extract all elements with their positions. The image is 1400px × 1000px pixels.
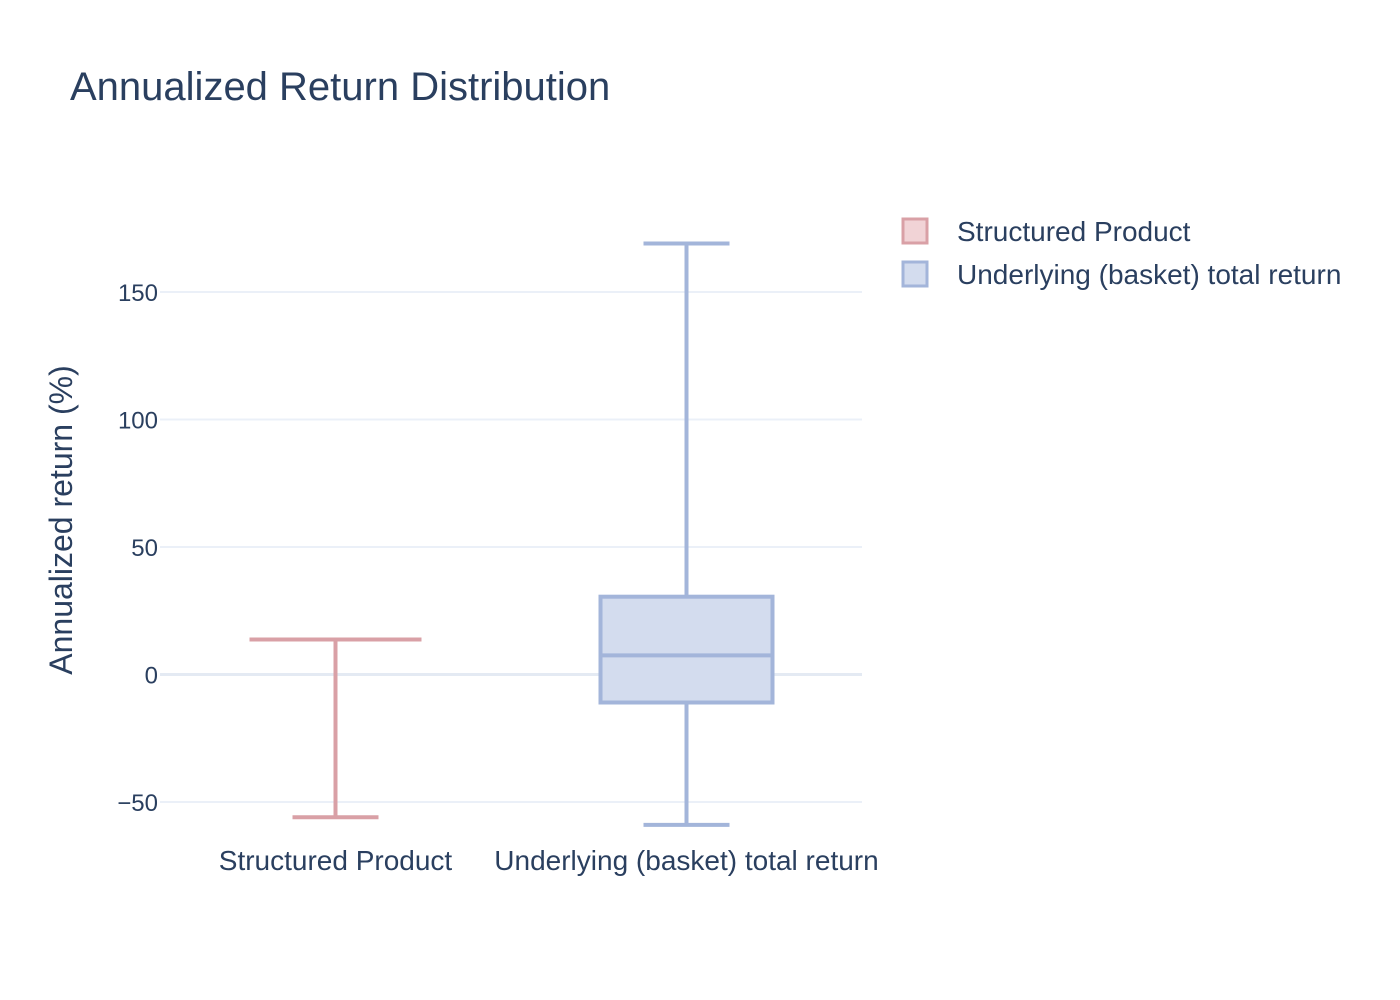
legend-swatch xyxy=(901,217,929,245)
y-tick-label: 100 xyxy=(118,407,158,434)
x-category-label: Underlying (basket) total return xyxy=(494,845,878,876)
x-category-label: Structured Product xyxy=(219,845,453,876)
legend-item: Underlying (basket) total return xyxy=(901,259,1341,290)
chart-title: Annualized Return Distribution xyxy=(70,65,610,109)
y-tick-label: −50 xyxy=(117,790,158,817)
grid-lines xyxy=(160,290,862,803)
legend-label: Underlying (basket) total return xyxy=(957,259,1341,290)
y-tick-label: 50 xyxy=(131,535,158,562)
legend-item: Structured Product xyxy=(901,216,1191,247)
legend: Structured Product Underlying (basket) to… xyxy=(901,216,1341,290)
box-traces xyxy=(249,241,775,827)
x-axis-category-labels: Structured Product Underlying (basket) to… xyxy=(219,845,879,876)
y-axis-title: Annualized return (%) xyxy=(43,365,79,674)
box-trace xyxy=(598,241,775,827)
box-trace xyxy=(249,637,422,820)
legend-label: Structured Product xyxy=(957,216,1191,247)
box-iqr xyxy=(598,594,775,705)
y-tick-label: 0 xyxy=(145,662,158,689)
y-axis-tick-labels: −50 0 50 100 150 xyxy=(117,280,158,817)
legend-swatch xyxy=(901,260,929,288)
y-tick-label: 150 xyxy=(118,280,158,307)
